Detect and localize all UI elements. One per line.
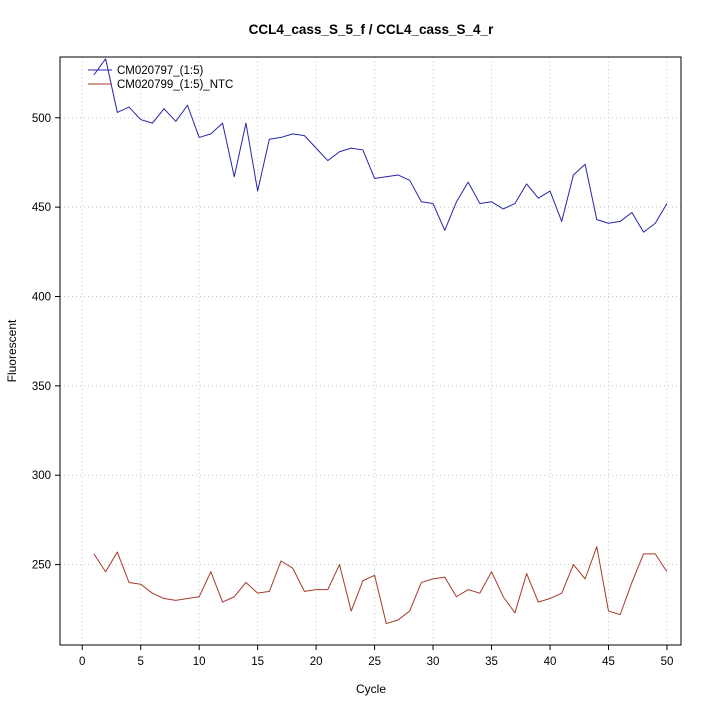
x-tick-label: 0 [79,656,85,668]
plot-border [59,56,682,646]
y-axis-label: Fluorescent [5,319,19,383]
x-tick-label: 15 [251,656,264,668]
y-tick-label: 400 [32,291,51,303]
x-tick-label: 30 [427,656,440,668]
x-tick-label: 5 [137,656,143,668]
x-tick-label: 45 [602,656,615,668]
chart-title: CCL4_cass_S_5_f / CCL4_cass_S_4_r [248,22,494,37]
y-tick-label: 500 [32,113,51,125]
x-tick-label: 35 [485,656,498,668]
x-tick-label: 25 [368,656,381,668]
y-tick-label: 450 [32,202,51,214]
x-tick-label: 20 [310,656,323,668]
x-axis-label: Cycle [355,682,386,696]
legend-label-0: CM020797_(1:5) [117,65,203,77]
legend-label-1: CM020799_(1:5)_NTC [117,79,233,91]
y-tick-label: 350 [32,381,51,393]
series-line-0 [93,58,668,233]
series-line-1 [93,546,668,625]
y-tick-label: 300 [32,470,51,482]
x-tick-label: 10 [193,656,206,668]
x-tick-label: 40 [544,656,557,668]
x-tick-label: 50 [661,656,674,668]
y-tick-label: 250 [32,560,51,572]
